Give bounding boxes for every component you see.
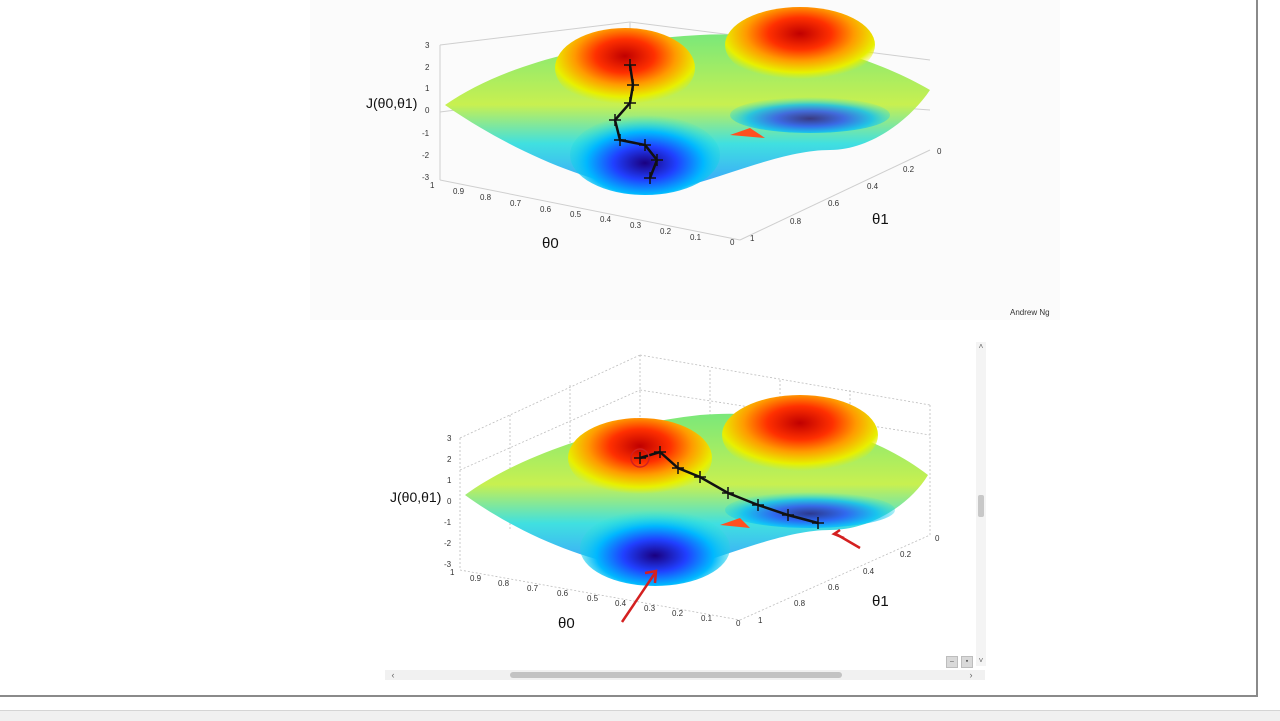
y-tick: 0.4 [863, 567, 875, 576]
peak-right [725, 7, 875, 83]
x-tick: 0 [730, 238, 735, 247]
z-tick: 3 [425, 41, 430, 50]
z-axis-label: J(θ0,θ1) [366, 95, 417, 111]
x-ticks: 1 0.9 0.8 0.7 0.6 0.5 0.4 0.3 0.2 0.1 0 [450, 568, 741, 628]
x-tick: 0.6 [540, 205, 552, 214]
peak-right [722, 395, 878, 475]
slide-credit: Andrew Ng [1010, 308, 1050, 317]
y-tick: 0.4 [867, 182, 879, 191]
x-tick: 0.6 [557, 589, 569, 598]
valley-right [730, 97, 890, 133]
z-tick: -1 [444, 518, 452, 527]
x-tick: 0 [736, 619, 741, 628]
x-tick: 0.2 [672, 609, 684, 618]
y-tick: 0.2 [900, 550, 912, 559]
z-tick: 0 [447, 497, 452, 506]
window-border [0, 695, 1258, 697]
x-axis-label: θ0 [542, 235, 559, 252]
x-tick: 0.5 [570, 210, 582, 219]
z-tick: 1 [425, 84, 430, 93]
x-tick: 0.9 [453, 187, 465, 196]
y-tick: 0 [935, 534, 940, 543]
window-border [1256, 0, 1258, 697]
valley [570, 115, 720, 195]
z-tick: -3 [444, 560, 452, 569]
annotation-arrows [620, 528, 861, 623]
descent-path [639, 450, 819, 525]
z-tick: -2 [422, 151, 430, 160]
z-ticks: 3 2 1 0 -1 -2 -3 [422, 41, 430, 182]
y-tick: 0.8 [794, 599, 806, 608]
peak-left [555, 28, 695, 108]
x-tick: 0.8 [498, 579, 510, 588]
y-tick: 0 [937, 147, 942, 156]
x-tick: 0.5 [587, 594, 599, 603]
z-ticks: 3 2 1 0 -1 -2 -3 [444, 434, 452, 569]
x-tick: 0.7 [510, 199, 522, 208]
y-tick: 1 [758, 616, 763, 625]
fit-button[interactable]: ▪ [961, 656, 973, 668]
z-tick: 3 [447, 434, 452, 443]
scroll-up-button[interactable]: ˄ [978, 342, 984, 351]
scroll-right-button[interactable]: › [969, 670, 973, 680]
y-ticks: 0 0.2 0.4 0.6 0.8 1 [750, 147, 942, 243]
y-tick: 0.8 [790, 217, 802, 226]
zoom-out-button[interactable]: – [946, 656, 958, 668]
x-tick: 0.1 [690, 233, 702, 242]
descent-markers [634, 446, 824, 529]
saddle-mark [720, 518, 750, 528]
x-ticks: 1 0.9 0.8 0.7 0.6 0.5 0.4 0.3 0.2 0.1 0 [430, 181, 735, 247]
z-tick: -3 [422, 173, 430, 182]
x-tick: 0.3 [644, 604, 656, 613]
z-tick: 0 [425, 106, 430, 115]
x-axis-label: θ0 [558, 615, 575, 632]
z-axis-label: J(θ0,θ1) [390, 489, 441, 505]
x-tick: 0.4 [600, 215, 612, 224]
x-tick: 0.9 [470, 574, 482, 583]
x-tick: 0.3 [630, 221, 642, 230]
y-axis-label: θ1 [872, 211, 889, 228]
z-tick: 2 [447, 455, 452, 464]
y-ticks: 0 0.2 0.4 0.6 0.8 1 [758, 534, 940, 625]
surface-plot-top: 3 2 1 0 -1 -2 -3 J(θ0,θ1) 1 0.9 0.8 0.7 … [366, 7, 942, 252]
y-tick: 0.6 [828, 199, 840, 208]
saddle-mark [730, 128, 765, 138]
x-tick: 0.1 [701, 614, 713, 623]
x-tick: 0.8 [480, 193, 492, 202]
z-tick: -2 [444, 539, 452, 548]
valley-right [725, 492, 895, 528]
descent-markers [609, 59, 663, 184]
horizontal-scrollbar[interactable]: ‹ › [385, 670, 985, 680]
status-strip [0, 710, 1280, 721]
scroll-down-button[interactable]: ˅ [978, 656, 984, 665]
vertical-scrollbar[interactable]: ˄ ˅ [976, 342, 986, 666]
y-tick: 1 [750, 234, 755, 243]
surface-plot-bottom: 3 2 1 0 -1 -2 -3 J(θ0,θ1) 1 0.9 0.8 0.7 … [390, 354, 940, 632]
x-tick: 0.2 [660, 227, 672, 236]
valley [580, 510, 730, 586]
z-tick: -1 [422, 129, 430, 138]
y-axis-label: θ1 [872, 593, 889, 610]
y-tick: 0.6 [828, 583, 840, 592]
x-tick: 1 [450, 568, 455, 577]
slide-bottom: 3 2 1 0 -1 -2 -3 J(θ0,θ1) 1 0.9 0.8 0.7 … [310, 330, 980, 675]
x-tick: 1 [430, 181, 435, 190]
z-tick: 2 [425, 63, 430, 72]
horizontal-scroll-thumb[interactable] [510, 672, 842, 678]
y-tick: 0.2 [903, 165, 915, 174]
vertical-scroll-thumb[interactable] [978, 495, 984, 517]
z-tick: 1 [447, 476, 452, 485]
x-tick: 0.4 [615, 599, 627, 608]
scroll-left-button[interactable]: ‹ [391, 670, 395, 680]
start-circle [630, 448, 650, 468]
x-tick: 0.7 [527, 584, 539, 593]
slide-top: 3 2 1 0 -1 -2 -3 J(θ0,θ1) 1 0.9 0.8 0.7 … [310, 0, 1060, 320]
